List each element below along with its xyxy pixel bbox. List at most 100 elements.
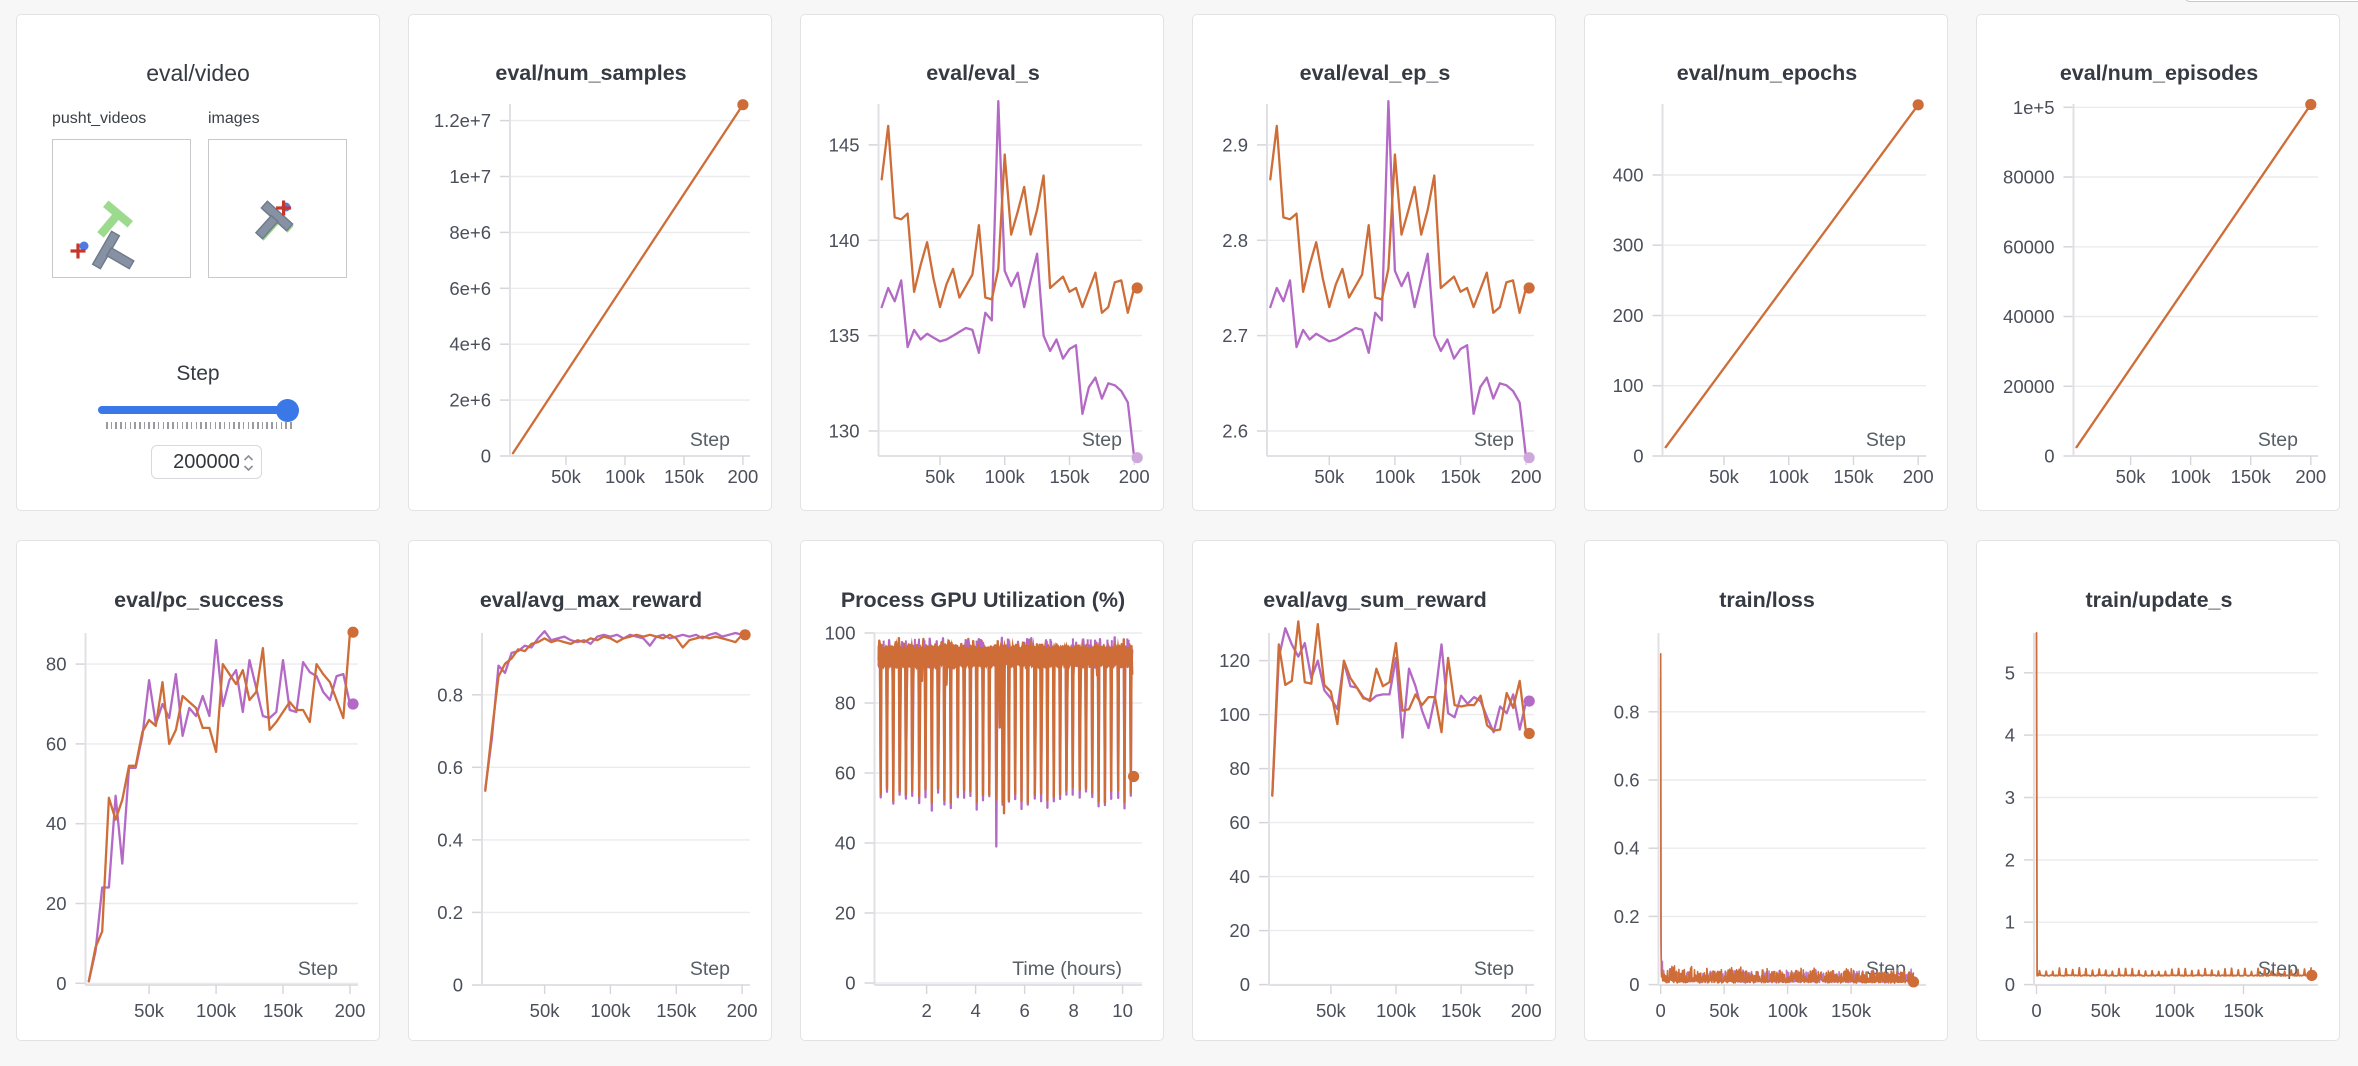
svg-text:120: 120 (1219, 650, 1250, 671)
svg-text:200: 200 (1119, 466, 1150, 487)
svg-text:0.8: 0.8 (437, 684, 463, 705)
svg-text:150k: 150k (1441, 1000, 1482, 1021)
svg-text:100: 100 (1613, 375, 1644, 396)
svg-text:0.4: 0.4 (1614, 838, 1640, 859)
svg-text:200: 200 (727, 466, 758, 487)
svg-text:140: 140 (829, 230, 860, 251)
svg-text:100k: 100k (1768, 1000, 1809, 1021)
svg-text:8: 8 (1068, 1000, 1078, 1021)
svg-text:0: 0 (453, 975, 463, 996)
svg-text:6e+6: 6e+6 (449, 278, 491, 299)
svg-text:0: 0 (56, 973, 66, 994)
svg-text:130: 130 (829, 421, 860, 442)
svg-text:100k: 100k (196, 1000, 237, 1021)
svg-text:8e+6: 8e+6 (449, 222, 491, 243)
svg-text:80000: 80000 (2003, 167, 2054, 188)
svg-text:3: 3 (2005, 787, 2015, 808)
svg-text:0.2: 0.2 (437, 902, 463, 923)
svg-text:10: 10 (1112, 1000, 1133, 1021)
svg-text:0: 0 (845, 973, 855, 994)
svg-text:100k: 100k (605, 466, 646, 487)
svg-text:100k: 100k (985, 466, 1026, 487)
svg-text:0.2: 0.2 (1614, 906, 1640, 927)
svg-text:200: 200 (727, 1000, 758, 1021)
svg-text:40: 40 (835, 833, 856, 854)
svg-text:150k: 150k (1440, 466, 1481, 487)
svg-text:150k: 150k (664, 466, 705, 487)
svg-text:1e+5: 1e+5 (2013, 97, 2055, 118)
svg-text:2.9: 2.9 (1222, 134, 1248, 155)
svg-text:200: 200 (335, 1000, 366, 1021)
svg-text:eval/num_epochs: eval/num_epochs (1677, 61, 1857, 85)
svg-text:5: 5 (2005, 662, 2015, 683)
svg-text:40: 40 (46, 813, 67, 834)
svg-text:80: 80 (1229, 758, 1250, 779)
svg-text:150k: 150k (1831, 1000, 1872, 1021)
svg-text:eval/num_episodes: eval/num_episodes (2060, 61, 2258, 85)
svg-text:60000: 60000 (2003, 236, 2054, 257)
svg-text:2.6: 2.6 (1222, 421, 1248, 442)
svg-text:train/update_s: train/update_s (2086, 588, 2233, 612)
svg-text:150k: 150k (1833, 466, 1874, 487)
svg-text:50k: 50k (2091, 1000, 2122, 1021)
svg-text:Step: Step (1474, 429, 1514, 451)
svg-text:60: 60 (46, 733, 67, 754)
svg-text:20: 20 (835, 903, 856, 924)
svg-text:0: 0 (2044, 446, 2054, 467)
svg-text:100k: 100k (1375, 466, 1416, 487)
svg-text:50k: 50k (134, 1000, 165, 1021)
svg-text:eval/num_samples: eval/num_samples (495, 61, 686, 85)
svg-text:0: 0 (1629, 974, 1639, 995)
svg-text:100k: 100k (590, 1000, 631, 1021)
svg-text:150k: 150k (2223, 1000, 2264, 1021)
svg-text:Time (hours): Time (hours) (1012, 958, 1122, 980)
svg-text:150k: 150k (1049, 466, 1090, 487)
svg-text:50k: 50k (925, 466, 956, 487)
svg-text:40: 40 (1229, 866, 1250, 887)
svg-text:150k: 150k (263, 1000, 304, 1021)
svg-text:Process GPU Utilization (%): Process GPU Utilization (%) (841, 588, 1125, 612)
svg-text:train/loss: train/loss (1719, 588, 1815, 612)
svg-text:60: 60 (835, 763, 856, 784)
svg-text:40000: 40000 (2003, 306, 2054, 327)
svg-text:eval/pc_success: eval/pc_success (114, 588, 284, 612)
svg-text:6: 6 (1019, 1000, 1029, 1021)
svg-text:100k: 100k (2171, 466, 2212, 487)
svg-text:50k: 50k (2116, 466, 2147, 487)
svg-text:0: 0 (481, 446, 491, 467)
svg-text:50k: 50k (1709, 1000, 1740, 1021)
svg-text:0: 0 (2005, 974, 2015, 995)
svg-text:100k: 100k (1376, 1000, 1417, 1021)
svg-text:Step: Step (1474, 958, 1514, 980)
svg-text:100k: 100k (2154, 1000, 2195, 1021)
svg-text:150k: 150k (2231, 466, 2272, 487)
svg-text:4: 4 (970, 1000, 980, 1021)
svg-text:Step: Step (1866, 429, 1906, 451)
svg-text:0: 0 (1633, 446, 1643, 467)
svg-text:200: 200 (1511, 1000, 1542, 1021)
svg-text:0.6: 0.6 (437, 757, 463, 778)
svg-text:0: 0 (2031, 1000, 2041, 1021)
svg-text:200: 200 (1613, 305, 1644, 326)
svg-text:Step: Step (690, 429, 730, 451)
svg-text:2: 2 (2005, 849, 2015, 870)
svg-text:eval/eval_ep_s: eval/eval_ep_s (1300, 61, 1451, 85)
svg-text:Step: Step (690, 958, 730, 980)
svg-text:eval/avg_sum_reward: eval/avg_sum_reward (1263, 588, 1487, 612)
svg-text:1e+7: 1e+7 (449, 166, 491, 187)
svg-text:400: 400 (1613, 165, 1644, 186)
svg-text:2.7: 2.7 (1222, 325, 1248, 346)
svg-text:1.2e+7: 1.2e+7 (434, 110, 491, 131)
svg-text:200: 200 (2295, 466, 2326, 487)
svg-text:200: 200 (1903, 466, 1934, 487)
svg-text:135: 135 (829, 325, 860, 346)
svg-text:200: 200 (1511, 466, 1542, 487)
svg-text:100k: 100k (1769, 466, 1810, 487)
svg-text:50k: 50k (1314, 466, 1345, 487)
svg-text:0: 0 (1240, 974, 1250, 995)
svg-text:20: 20 (1229, 920, 1250, 941)
svg-text:60: 60 (1229, 812, 1250, 833)
svg-text:eval/eval_s: eval/eval_s (926, 61, 1040, 85)
svg-text:80: 80 (46, 654, 67, 675)
svg-text:50k: 50k (1316, 1000, 1347, 1021)
